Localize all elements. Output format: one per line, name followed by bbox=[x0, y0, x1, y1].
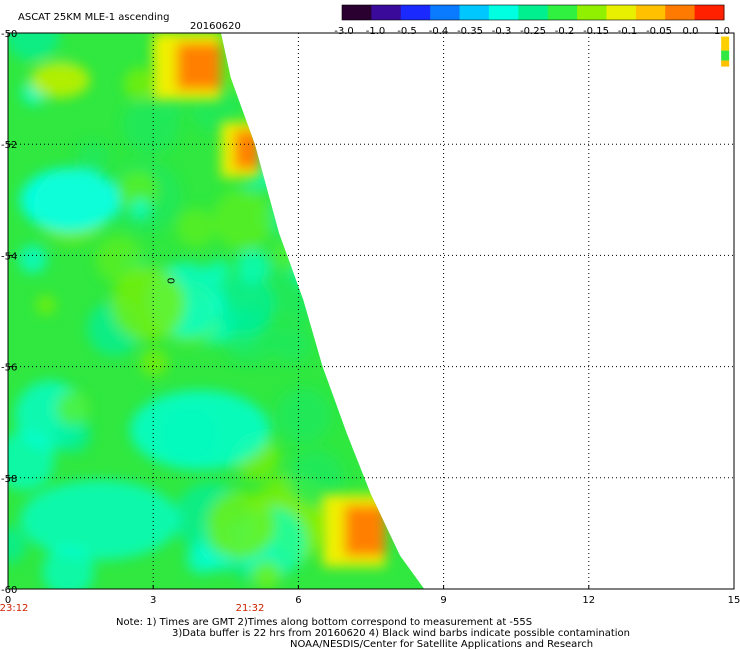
colorbar-tick-label: -3.0 bbox=[334, 26, 354, 37]
swath-blob bbox=[123, 67, 157, 101]
grid-lines bbox=[8, 33, 734, 589]
hot-region-core bbox=[176, 43, 221, 90]
colorbar bbox=[341, 4, 725, 21]
swath-blob bbox=[297, 239, 355, 297]
x-tick-label: 9 bbox=[440, 595, 446, 606]
swath-blob bbox=[18, 244, 48, 274]
colorbar-tick-label: -1.0 bbox=[366, 26, 386, 37]
colorbar-tick-label: 0.0 bbox=[683, 26, 699, 37]
colorbar-swatch bbox=[518, 5, 549, 20]
swath-blob bbox=[229, 33, 267, 66]
note-line-3: NOAA/NESDIS/Center for Satellite Applica… bbox=[290, 639, 593, 650]
x-tick-label: 0 bbox=[5, 595, 11, 606]
swath-blob bbox=[8, 33, 60, 62]
colorbar-tick-label: -0.2 bbox=[555, 26, 575, 37]
y-tick-label: -52 bbox=[1, 140, 17, 151]
swath-blob bbox=[130, 390, 270, 470]
colorbar-swatch bbox=[488, 5, 519, 20]
time-label: 21:32 bbox=[236, 603, 265, 614]
swath-blob bbox=[130, 197, 151, 218]
swath-blob bbox=[55, 391, 90, 426]
colorbar-tick-label: -0.5 bbox=[397, 26, 417, 37]
x-tick-label: 12 bbox=[582, 595, 595, 606]
hot-region-core bbox=[344, 505, 386, 556]
swath-blob bbox=[273, 237, 307, 272]
swath-blob bbox=[263, 253, 333, 322]
colorbar-swatch bbox=[400, 5, 431, 20]
time-labels: 23:12 21:32 bbox=[0, 603, 264, 614]
swath-blob bbox=[252, 560, 281, 589]
colorbar-tick-label: -0.3 bbox=[492, 26, 512, 37]
colorbar-tick-label: -0.25 bbox=[520, 26, 546, 37]
colorbar-ticks: -3.0 -1.0 -0.5 -0.4 -0.35 -0.3 -0.25 -0.2 -0.15-… bbox=[334, 26, 730, 37]
swath-blob bbox=[215, 275, 275, 335]
swath-blob bbox=[54, 416, 92, 454]
colorbar-swatch bbox=[371, 5, 402, 20]
swath-blob bbox=[275, 387, 332, 444]
corner-patch-cell bbox=[721, 60, 730, 67]
colorbar-swatch bbox=[635, 5, 666, 20]
note-line-1: Note: 1) Times are GMT 2)Times along bot… bbox=[116, 617, 532, 628]
colorbar-swatch bbox=[665, 5, 696, 20]
hot-region-core bbox=[234, 130, 260, 170]
chart-date: 20160620 bbox=[190, 21, 241, 32]
colorbar-frame bbox=[341, 4, 725, 21]
corner-patch bbox=[721, 36, 730, 67]
colorbar-swatch bbox=[342, 5, 372, 20]
y-tick-label: -56 bbox=[1, 363, 17, 374]
colorbar-swatch bbox=[430, 5, 461, 20]
colorbar-tick-label: -0.05 bbox=[646, 26, 672, 37]
colorbar-swatch bbox=[577, 5, 607, 20]
contour-label: 0 bbox=[165, 278, 176, 284]
colorbar-tick-label: -0.4 bbox=[429, 26, 449, 37]
colorbar-tick-label: -0.35 bbox=[457, 26, 483, 37]
swath-blob bbox=[77, 141, 110, 173]
y-tick-label: -54 bbox=[1, 251, 17, 262]
y-tick-label: -60 bbox=[1, 585, 17, 596]
swath-blob bbox=[212, 188, 274, 250]
time-label: 23:12 bbox=[0, 603, 28, 614]
swath-blob bbox=[287, 449, 345, 507]
corner-patch-cell bbox=[721, 36, 730, 51]
swath-blob bbox=[140, 348, 169, 377]
colorbar-tick-label: 1.0 bbox=[714, 26, 730, 37]
corner-patch-cell bbox=[721, 50, 730, 61]
swath-blob bbox=[30, 62, 90, 98]
x-tick-label: 3 bbox=[150, 595, 156, 606]
swath-blob bbox=[186, 543, 217, 575]
y-tick-label: -58 bbox=[1, 474, 17, 485]
swath-blob bbox=[207, 491, 275, 559]
swath-blob bbox=[235, 249, 270, 284]
swath-blob bbox=[269, 143, 311, 185]
swath-blob bbox=[20, 480, 180, 560]
swath-blob bbox=[278, 223, 339, 284]
colorbar-swatch bbox=[547, 5, 578, 20]
plot-frame bbox=[7, 32, 735, 590]
swath-blob bbox=[271, 323, 312, 364]
swath-blob bbox=[176, 208, 216, 248]
colorbar-tick-label: -0.15 bbox=[583, 26, 609, 37]
chart-title: ASCAT 25KM MLE-1 ascending bbox=[18, 12, 169, 23]
y-tick-label: -50 bbox=[1, 29, 17, 40]
x-tick-label: 15 bbox=[728, 595, 740, 606]
y-axis-ticks: -50 -52 -54 -56 -58 -60 bbox=[1, 29, 17, 596]
swath-blob bbox=[299, 127, 355, 184]
swath-blob bbox=[20, 168, 120, 232]
colorbar-swatch bbox=[606, 5, 637, 20]
colorbar-swatch bbox=[459, 5, 490, 20]
swath-blob bbox=[117, 170, 159, 211]
x-axis-ticks: 0 3 6 9 12 15 bbox=[5, 585, 740, 606]
swath-blob bbox=[111, 267, 185, 341]
note-line-2: 3)Data buffer is 22 hrs from 20160620 4)… bbox=[172, 628, 630, 639]
x-tick-label: 6 bbox=[295, 595, 301, 606]
colorbar-swatch bbox=[694, 5, 725, 20]
swath-blob bbox=[35, 294, 56, 316]
colorbar-tick-label: -0.1 bbox=[618, 26, 638, 37]
